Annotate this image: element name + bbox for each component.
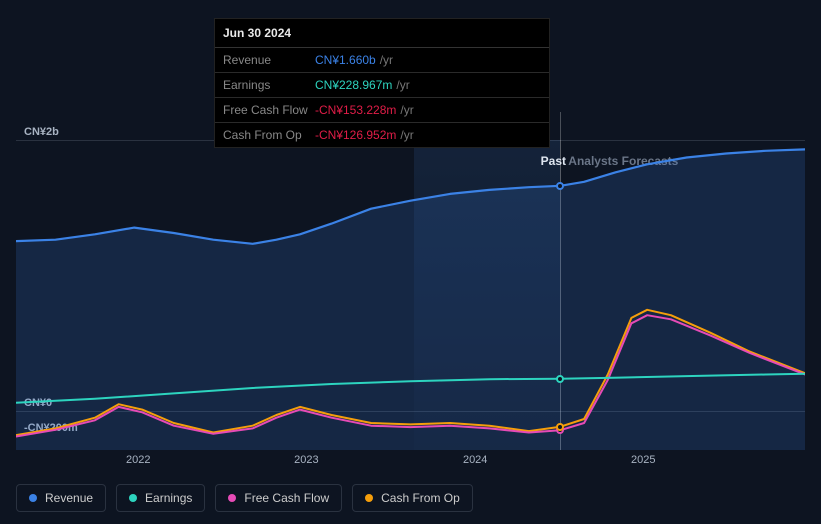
tooltip-metric-label: Free Cash Flow — [223, 103, 315, 117]
legend-item-fcf[interactable]: Free Cash Flow — [215, 484, 342, 512]
chart-legend: Revenue Earnings Free Cash Flow Cash From O… — [16, 484, 473, 512]
tooltip-metric-value: CN¥1.660b — [315, 53, 376, 67]
tooltip-row: RevenueCN¥1.660b/yr — [215, 48, 549, 73]
tooltip-metric-value: -CN¥126.952m — [315, 128, 396, 142]
tooltip-metric-suffix: /yr — [400, 103, 413, 117]
revenue-marker — [556, 182, 564, 190]
legend-item-earnings[interactable]: Earnings — [116, 484, 205, 512]
tooltip-row: Free Cash Flow-CN¥153.228m/yr — [215, 98, 549, 123]
legend-label: Cash From Op — [381, 491, 460, 505]
tooltip-metric-label: Revenue — [223, 53, 315, 67]
tooltip-metric-label: Earnings — [223, 78, 315, 92]
tooltip-metric-value: -CN¥153.228m — [315, 103, 396, 117]
legend-item-cfo[interactable]: Cash From Op — [352, 484, 473, 512]
legend-label: Earnings — [145, 491, 192, 505]
tooltip-metric-suffix: /yr — [400, 128, 413, 142]
x-axis-label: 2024 — [463, 454, 487, 466]
legend-dot-icon — [129, 494, 137, 502]
tooltip-row: EarningsCN¥228.967m/yr — [215, 73, 549, 98]
legend-dot-icon — [228, 494, 236, 502]
tooltip-metric-value: CN¥228.967m — [315, 78, 392, 92]
tooltip-row: Cash From Op-CN¥126.952m/yr — [215, 123, 549, 147]
tooltip-date: Jun 30 2024 — [215, 19, 549, 48]
tooltip-metric-label: Cash From Op — [223, 128, 315, 142]
x-axis-label: 2022 — [126, 454, 150, 466]
chart-plot[interactable] — [16, 140, 805, 450]
x-axis-label: 2025 — [631, 454, 655, 466]
revenue-area — [16, 149, 805, 450]
chart-tooltip: Jun 30 2024 RevenueCN¥1.660b/yrEarningsC… — [214, 18, 550, 148]
legend-dot-icon — [29, 494, 37, 502]
tooltip-metric-suffix: /yr — [380, 53, 393, 67]
x-axis-label: 2023 — [294, 454, 318, 466]
legend-label: Revenue — [45, 491, 93, 505]
legend-dot-icon — [365, 494, 373, 502]
legend-item-revenue[interactable]: Revenue — [16, 484, 106, 512]
y-axis-label: CN¥2b — [24, 126, 59, 138]
financial-chart: Jun 30 2024 RevenueCN¥1.660b/yrEarningsC… — [0, 0, 821, 524]
tooltip-metric-suffix: /yr — [396, 78, 409, 92]
cfo-marker — [556, 423, 564, 431]
legend-label: Free Cash Flow — [244, 491, 329, 505]
earnings-marker — [556, 375, 564, 383]
